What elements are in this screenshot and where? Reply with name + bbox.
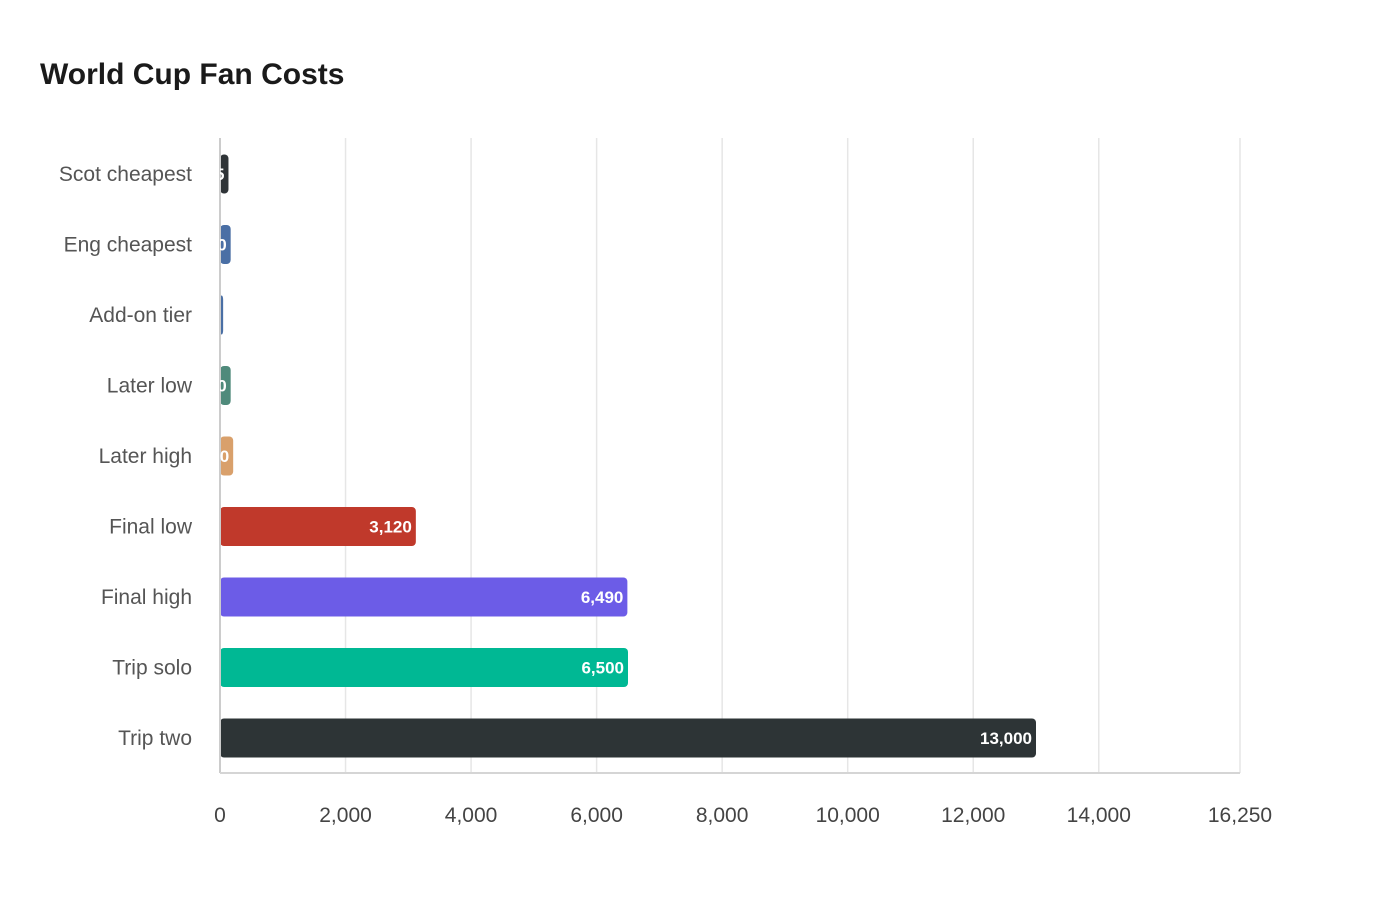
- bar-value-label: 13,000: [980, 729, 1032, 748]
- bar-value-label: 6,500: [581, 659, 624, 678]
- bar-value-label: 210: [201, 447, 229, 466]
- x-tick-label: 8,000: [696, 804, 749, 827]
- category-label: Trip solo: [112, 657, 192, 680]
- bar-value-label: 3,120: [369, 518, 412, 537]
- x-tick-label: 0: [214, 804, 226, 827]
- x-tick-label: 4,000: [445, 804, 498, 827]
- x-tick-label: 16,250: [1208, 804, 1272, 827]
- x-tick-label: 14,000: [1067, 804, 1131, 827]
- labels: 0 2,000 4,000 6,000 8,000 10,000 12,000 14,000 1…: [59, 163, 1272, 827]
- bar-value-label: 135: [196, 165, 224, 184]
- category-label: Add-on tier: [89, 304, 192, 327]
- bar: [220, 577, 628, 617]
- x-tick-label: 2,000: [319, 804, 372, 827]
- bar: [220, 225, 231, 264]
- category-label: Final high: [101, 586, 192, 609]
- bars: [220, 154, 1036, 758]
- axes: [219, 138, 1240, 774]
- bar: [220, 366, 231, 405]
- gridlines: [344, 138, 1241, 773]
- bar: [220, 507, 416, 546]
- x-tick-label: 12,000: [941, 804, 1005, 827]
- category-label: Eng cheapest: [64, 234, 193, 257]
- category-label: Scot cheapest: [59, 163, 192, 186]
- bar: [220, 154, 229, 194]
- category-label: Trip two: [118, 727, 192, 750]
- x-tick-label: 6,000: [570, 804, 623, 827]
- bar-value-label: 6,490: [581, 588, 624, 607]
- chart-title: World Cup Fan Costs: [40, 58, 345, 91]
- category-label: Later high: [99, 445, 192, 468]
- bar-value-label: 170: [198, 377, 226, 396]
- x-tick-label: 10,000: [816, 804, 880, 827]
- category-label: Final low: [109, 516, 193, 539]
- bar: [220, 648, 628, 687]
- bar-value-label: 50: [200, 306, 219, 325]
- bar: [220, 718, 1036, 758]
- category-label: Later low: [107, 375, 193, 398]
- bar-value-label: 170: [198, 236, 226, 255]
- bar: [220, 436, 234, 476]
